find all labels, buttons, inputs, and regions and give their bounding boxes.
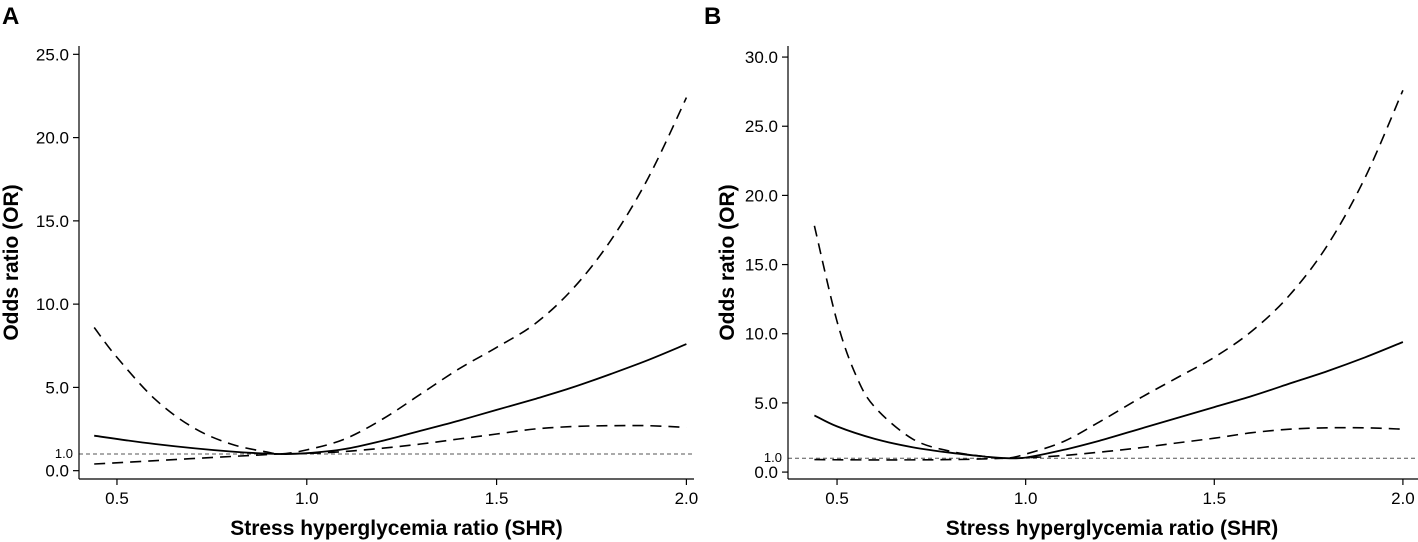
panel-b-y-tick-label: 20.0 bbox=[745, 186, 778, 205]
panel-b-reference-label: 1.0 bbox=[764, 450, 782, 465]
panel-a-y-tick-label: 25.0 bbox=[36, 45, 69, 64]
panel-b-y-tick-label: 30.0 bbox=[745, 48, 778, 67]
panel-a-lower-ci-curve bbox=[94, 424, 687, 465]
panel-a-x-axis-title: Stress hyperglycemia ratio (SHR) bbox=[230, 517, 563, 540]
panel-b-x-tick-label: 2.0 bbox=[1391, 489, 1415, 508]
panel-a-y-tick-label: 15.0 bbox=[36, 212, 69, 231]
panel-a-x-tick-label: 1.5 bbox=[485, 489, 509, 508]
panel-a-reference-label: 1.0 bbox=[55, 446, 73, 461]
panel-a-y-tick-label: 10.0 bbox=[36, 295, 69, 314]
panel-b-y-tick-label: 5.0 bbox=[754, 394, 778, 413]
panel-b-upper-ci-curve bbox=[813, 89, 1404, 460]
panel-a-x-tick-label: 0.5 bbox=[105, 489, 129, 508]
panel-b-x-tick-label: 1.0 bbox=[1014, 489, 1038, 508]
panel-a-letter: A bbox=[2, 3, 19, 30]
panel-b-y-tick-label: 25.0 bbox=[745, 117, 778, 136]
panel-a-chart: A 1.00.05.010.015.020.025.00.5 1.0 1.5 2.0 … bbox=[0, 3, 698, 540]
panel-a-y-tick-label: 20.0 bbox=[36, 129, 69, 148]
panel-b-lower-ci-curve bbox=[814, 426, 1403, 461]
panel-b-letter: B bbox=[704, 3, 721, 30]
panel-b-y-tick-label: 15.0 bbox=[745, 256, 778, 275]
panel-b-x-axis-title: Stress hyperglycemia ratio (SHR) bbox=[946, 517, 1279, 540]
panel-a-y-tick-label: 0.0 bbox=[45, 462, 69, 481]
panel-a-or-curve bbox=[94, 343, 687, 456]
panel-b-chart: B 1.00.05.010.015.020.025.030.00.5 1.0 1.5… bbox=[704, 3, 1418, 540]
panel-b-or-curve bbox=[814, 341, 1404, 460]
panel-b-x-tick-label: 1.5 bbox=[1202, 489, 1226, 508]
panel-a-x-tick-label: 1.0 bbox=[295, 489, 319, 508]
panel-b-y-tick-label: 0.0 bbox=[754, 463, 778, 482]
panel-b-y-axis-title: Odds ratio (OR) bbox=[716, 184, 739, 340]
panel-a-x-tick-label: 2.0 bbox=[675, 489, 699, 508]
panel-a-upper-ci-curve bbox=[93, 97, 688, 455]
panel-b-y-tick-label: 10.0 bbox=[745, 325, 778, 344]
panel-b-x-tick-label: 0.5 bbox=[825, 489, 849, 508]
panel-a-y-tick-label: 5.0 bbox=[45, 378, 69, 397]
panel-a-y-axis-title: Odds ratio (OR) bbox=[0, 184, 23, 340]
